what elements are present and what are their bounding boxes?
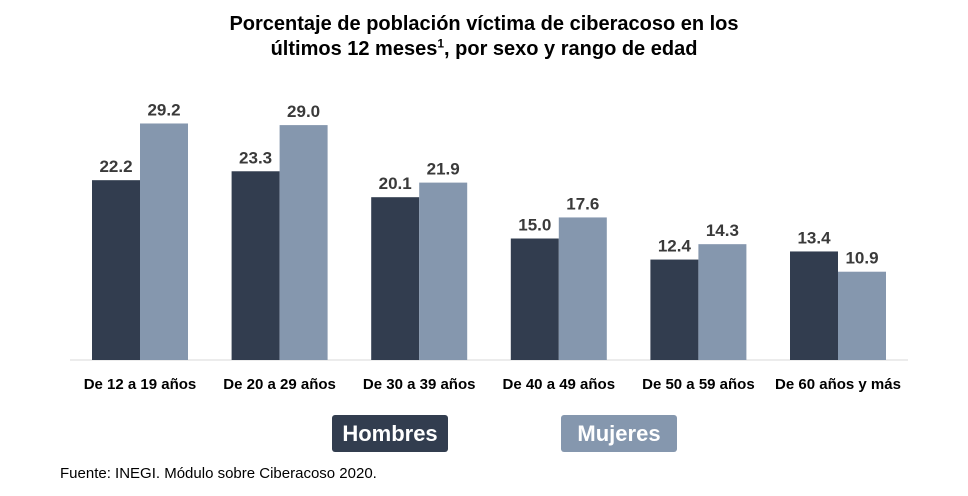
data-label-hombres-4: 12.4: [658, 237, 692, 256]
data-label-mujeres-3: 17.6: [566, 194, 599, 213]
bar-hombres-0: [92, 180, 140, 360]
category-label-0: De 12 a 19 años: [84, 376, 197, 393]
data-label-hombres-2: 20.1: [379, 174, 412, 193]
bar-mujeres-3: [558, 217, 607, 360]
title-line-2: últimos 12 meses1, por sexo y rango de e…: [0, 37, 968, 62]
bar-mujeres-5: [838, 271, 886, 360]
title-line-2-start: últimos 12 meses: [270, 38, 438, 60]
data-label-mujeres-2: 21.9: [427, 160, 460, 179]
bar-hombres-2: [371, 197, 420, 360]
data-label-mujeres-5: 10.9: [845, 249, 878, 268]
data-label-mujeres-4: 14.3: [706, 221, 739, 240]
source-note: Fuente: INEGI. Módulo sobre Ciberacoso 2…: [60, 465, 377, 482]
category-label-4: De 50 a 59 años: [642, 376, 755, 393]
legend-mujeres: Mujeres: [561, 415, 677, 452]
bar-hombres-4: [650, 259, 699, 360]
data-label-mujeres-1: 29.0: [287, 102, 320, 121]
category-label-3: De 40 a 49 años: [503, 376, 616, 393]
data-label-hombres-5: 13.4: [797, 228, 831, 247]
bar-mujeres-4: [698, 244, 747, 360]
legend-hombres: Hombres: [332, 415, 448, 452]
bar-mujeres-1: [279, 125, 328, 360]
category-label-2: De 30 a 39 años: [363, 376, 476, 393]
data-label-mujeres-0: 29.2: [147, 100, 180, 119]
category-label-1: De 20 a 29 años: [223, 376, 336, 393]
category-label-5: De 60 años y más: [775, 376, 901, 393]
bar-hombres-1: [231, 171, 280, 360]
chart-title: Porcentaje de población víctima de ciber…: [0, 12, 968, 62]
bar-mujeres-2: [419, 182, 468, 360]
bar-chart: 22.2 29.2 De 12 a 19 años 23.3 29.0 De 20 a 2…: [70, 100, 908, 393]
title-line-1: Porcentaje de población víctima de ciber…: [229, 13, 739, 35]
title-line-2-end: , por sexo y rango de edad: [444, 38, 698, 60]
data-label-hombres-0: 22.2: [99, 157, 132, 176]
title-footnote-mark: 1: [437, 36, 445, 51]
data-label-hombres-3: 15.0: [518, 216, 551, 235]
bar-hombres-3: [510, 238, 559, 360]
bar-mujeres-0: [140, 123, 188, 360]
bar-hombres-5: [790, 251, 838, 360]
data-label-hombres-1: 23.3: [239, 148, 272, 167]
